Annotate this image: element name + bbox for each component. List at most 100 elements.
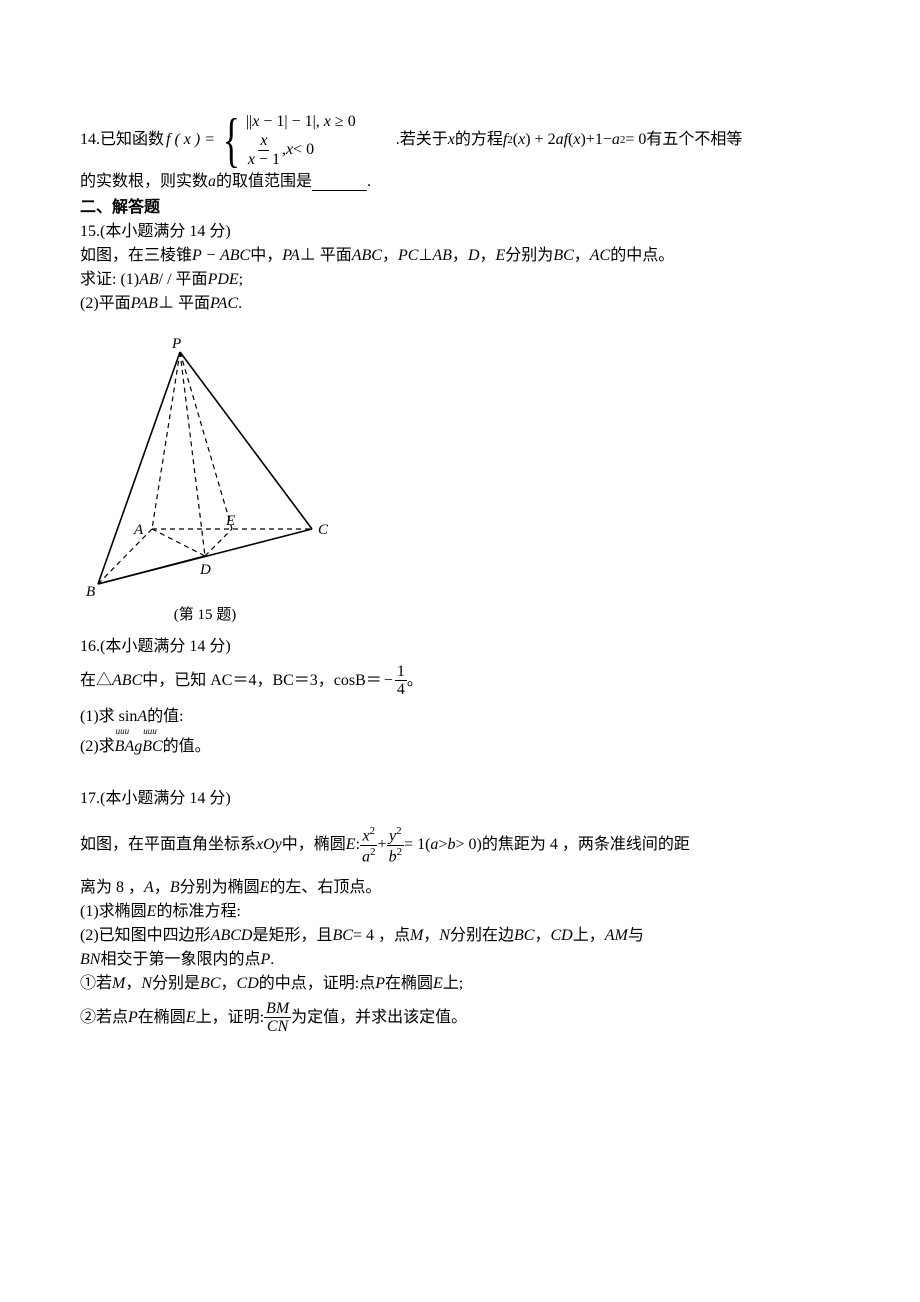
t: x <box>448 128 455 152</box>
t: 上， <box>573 924 605 948</box>
t: PA <box>282 244 299 268</box>
q15-figure: PABCDE (第 15 题) <box>80 334 840 627</box>
t: − 1 <box>255 151 280 168</box>
t: M <box>410 924 423 948</box>
t: B <box>170 876 180 900</box>
t: ， <box>452 244 468 268</box>
t: BC <box>200 972 220 996</box>
t: 中， <box>250 244 282 268</box>
t: BC <box>553 244 573 268</box>
t: 中，椭圆 <box>282 833 346 857</box>
q16-head: 16.(本小题满分 14 分) <box>80 635 840 659</box>
q17-l1: 如图，在平面直角坐标系 xOy 中，椭圆 E : x2 a2 + y2 b2 =… <box>80 825 840 866</box>
t: E <box>346 833 356 857</box>
t: CN <box>265 1018 290 1036</box>
t: 2 <box>396 825 402 837</box>
fx: f ( x ) = <box>166 128 215 152</box>
t: 的中点，证明:点 <box>259 972 375 996</box>
t: x <box>286 140 293 161</box>
t: . <box>367 170 371 194</box>
frac: x2 a2 <box>360 825 378 866</box>
q15-l2: 求证: (1) AB / / 平面 PDE ; <box>80 268 840 292</box>
t: AM <box>605 924 628 948</box>
q15: 15.(本小题满分 14 分) 如图，在三棱锥 P − ABC 中， PA⊥ 平… <box>80 220 840 627</box>
t: + <box>378 833 387 857</box>
t: = 0 <box>625 128 646 152</box>
t: ABC <box>112 669 142 693</box>
t: 离为 8 ， <box>80 876 144 900</box>
t: ABCD <box>211 924 253 948</box>
t: 上，证明: <box>196 1006 264 1030</box>
q17-l2: 离为 8 ， A， B 分别为椭圆 E 的左、右顶点。 <box>80 876 840 900</box>
vector-bc: BC <box>142 735 162 759</box>
t: AB <box>432 244 452 268</box>
t: E <box>260 876 270 900</box>
t: 的中点。 <box>610 244 674 268</box>
t: 的方程 <box>455 128 503 152</box>
t: (1)求椭圆 <box>80 900 147 924</box>
t: b <box>389 848 397 865</box>
t: 上; <box>443 972 463 996</box>
t: = 1( <box>404 833 430 857</box>
t: ①若 <box>80 972 112 996</box>
blank-field[interactable] <box>312 174 367 191</box>
piece1: ||x − 1| − 1|, x ≥ 0 <box>246 112 356 133</box>
brace-icon: { <box>223 110 240 170</box>
t: BC <box>332 924 352 948</box>
t: P <box>260 948 270 972</box>
t: ⊥ 平面 <box>300 244 352 268</box>
t: 的左、右顶点。 <box>269 876 381 900</box>
t: . <box>238 292 242 316</box>
t: b <box>447 833 455 857</box>
text: 14.已知函数 <box>80 128 164 152</box>
t: .若关于 <box>396 128 448 152</box>
t: AC <box>590 244 610 268</box>
t: ; <box>239 268 243 292</box>
q17-l4: (2)已知图中四边形 ABCD 是矩形，且 BC = 4 ，点 M ， N 分别… <box>80 924 840 948</box>
t: g <box>134 735 142 759</box>
figure-caption: (第 15 题) <box>80 604 330 627</box>
t: ⊥ <box>418 244 432 268</box>
q14: 14.已知函数 f ( x ) = { ||x − 1| − 1|, x ≥ 0… <box>80 110 840 194</box>
q14-line2: 的实数根，则实数 a 的取值范围是 . <box>80 170 840 194</box>
t: 相交于第一象限内的点 <box>100 948 260 972</box>
t: x <box>248 151 255 168</box>
q15-head: 15.(本小题满分 14 分) <box>80 220 840 244</box>
t: ABC <box>352 244 382 268</box>
t: ， <box>480 244 496 268</box>
t: 的取值范围是 <box>216 170 312 194</box>
svg-text:D: D <box>199 562 211 578</box>
t: P <box>128 1006 138 1030</box>
t: (2)求 <box>80 735 115 759</box>
t: CD <box>237 972 259 996</box>
t: / / 平面 <box>159 268 208 292</box>
t: 在椭圆 <box>385 972 433 996</box>
q15-l3: (2)平面 PAB ⊥ 平面 PAC . <box>80 292 840 316</box>
t: 在椭圆 <box>138 1006 186 1030</box>
t: 的焦距为 4 ，两条准线间的距 <box>482 833 690 857</box>
t: a <box>612 128 620 152</box>
q17-head: 17.(本小题满分 14 分) <box>80 787 840 811</box>
t: M <box>112 972 125 996</box>
t: ， <box>423 924 439 948</box>
t: . <box>270 948 274 972</box>
t: a <box>208 170 216 194</box>
svg-text:B: B <box>86 584 95 600</box>
tetrahedron-diagram: PABCDE <box>80 334 330 604</box>
t: 2 <box>370 825 376 837</box>
q17-l7: ②若点 P 在椭圆 E 上，证明: BM CN 为定值，并求出该定值。 <box>80 1000 840 1036</box>
t: AB <box>139 268 159 292</box>
t: < 0 <box>293 140 314 161</box>
t: ， <box>534 924 550 948</box>
t: D <box>468 244 480 268</box>
q16-l3: (2)求 BAgBC 的值。 <box>80 735 840 759</box>
t: 1 <box>395 663 407 682</box>
q17-l5: BN 相交于第一象限内的点 P . <box>80 948 840 972</box>
t: 的标准方程: <box>156 900 240 924</box>
t: ， <box>574 244 590 268</box>
t: BM <box>264 1000 291 1019</box>
t: 2 <box>370 846 376 858</box>
t: 是矩形，且 <box>252 924 332 948</box>
svg-text:C: C <box>318 522 329 538</box>
t: PC <box>398 244 418 268</box>
